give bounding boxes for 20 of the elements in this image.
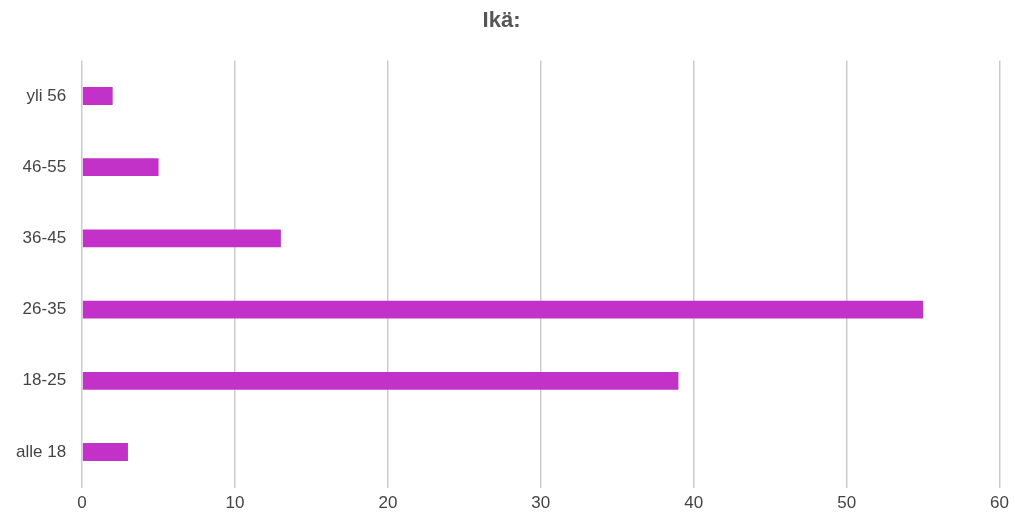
y-tick-label: yli 56 <box>26 85 67 105</box>
y-tick-label: 46-55 <box>22 156 67 176</box>
bar <box>82 229 281 248</box>
x-tick-label: 50 <box>837 493 857 513</box>
x-tick-label: 0 <box>77 493 87 513</box>
bar <box>82 87 113 105</box>
y-tick-label: 26-35 <box>22 299 67 319</box>
bar <box>82 443 128 461</box>
bar <box>82 371 679 390</box>
x-tick-label: 10 <box>225 493 245 513</box>
chart-title: Ikä: <box>482 7 521 33</box>
x-tick-label: 40 <box>684 493 704 513</box>
x-tick-label: 60 <box>990 493 1010 513</box>
y-tick-label: 36-45 <box>22 228 67 248</box>
bar <box>82 158 159 177</box>
x-tick-label: 20 <box>378 493 398 513</box>
bar <box>82 300 924 319</box>
y-tick-label: 18-25 <box>22 370 67 390</box>
x-tick-label: 30 <box>531 493 551 513</box>
y-tick-label: alle 18 <box>15 441 67 461</box>
